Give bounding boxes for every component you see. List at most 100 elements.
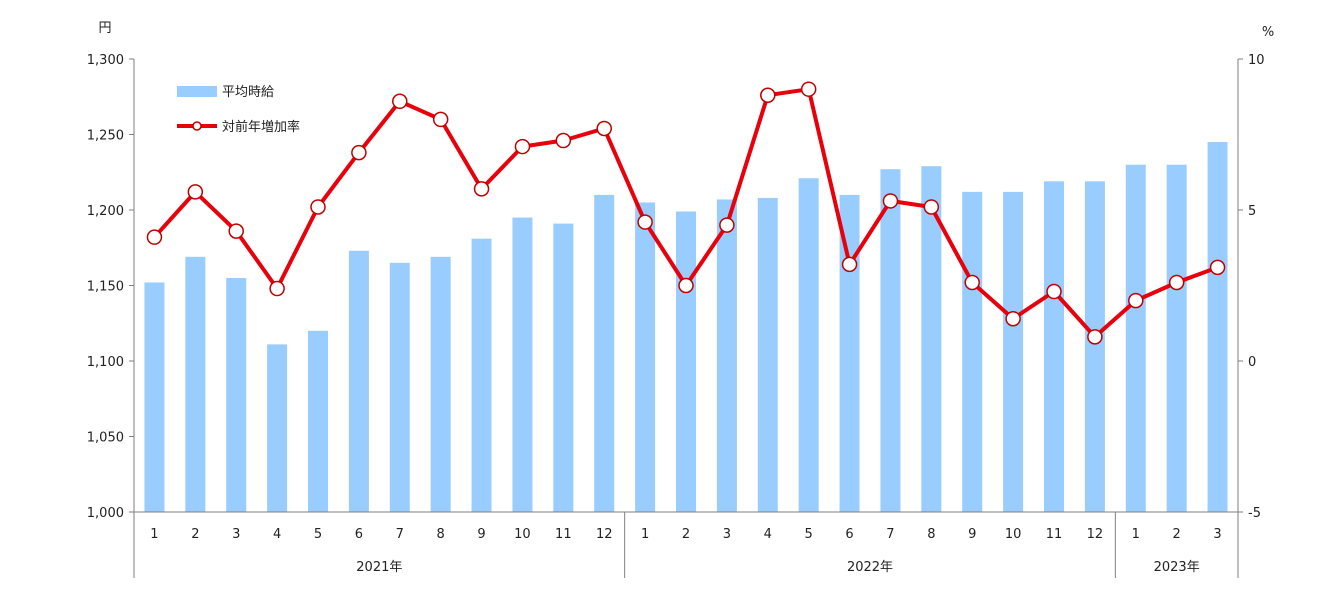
- bar: [185, 256, 206, 512]
- line-layer: [146, 81, 1226, 345]
- rate-point: [596, 120, 612, 137]
- rate-point: [1128, 292, 1144, 309]
- rate-point: [1209, 259, 1226, 276]
- rate-point: [719, 217, 735, 233]
- left-axis-tick-label: 1,100: [87, 355, 124, 370]
- x-axis-tick-label: 7: [396, 527, 404, 542]
- bars-layer: [144, 142, 1228, 513]
- x-axis-tick-label: 7: [886, 527, 894, 542]
- bar: [267, 344, 288, 512]
- bar: [798, 178, 819, 513]
- rate-point: [473, 181, 490, 197]
- right-axis-tick-label: 5: [1248, 204, 1256, 219]
- bar: [1125, 164, 1146, 512]
- bar: [348, 250, 369, 512]
- rate-point: [841, 256, 858, 273]
- bar: [716, 199, 737, 512]
- right-axis-tick-label: 0: [1248, 355, 1256, 370]
- left-axis-tick-label: 1,300: [87, 53, 124, 68]
- x-axis-tick-label: 3: [232, 527, 240, 542]
- rate-point: [310, 199, 326, 215]
- rate-point: [187, 184, 204, 200]
- rate-point: [800, 81, 817, 97]
- rate-point: [1087, 329, 1103, 345]
- x-axis-tick-label: 5: [314, 527, 322, 542]
- x-axis-tick-label: 11: [555, 527, 572, 542]
- x-axis-tick-label: 10: [514, 527, 531, 542]
- rate-point: [1168, 274, 1185, 291]
- x-axis-tick-label: 6: [845, 527, 853, 542]
- rate-point: [555, 132, 572, 149]
- rate-point: [678, 277, 694, 294]
- bar: [962, 191, 983, 512]
- rate-point: [1005, 310, 1021, 327]
- x-axis-tick-label: 8: [437, 527, 445, 542]
- x-axis-tick-label: 5: [805, 527, 813, 542]
- x-axis-tick-label: 1: [150, 527, 158, 542]
- bar: [1207, 142, 1228, 513]
- rate-point: [146, 229, 163, 245]
- rate-point: [228, 223, 244, 239]
- left-axis-tick-label: 1,200: [87, 204, 124, 219]
- rate-point: [269, 280, 285, 297]
- bar: [921, 166, 942, 512]
- rate-point: [923, 199, 940, 215]
- x-axis-tick-label: 8: [927, 527, 935, 542]
- rate-point: [1046, 283, 1062, 300]
- axes-layer: [129, 58, 1243, 578]
- bar: [430, 256, 451, 512]
- x-axis-tick-label: 10: [1005, 527, 1022, 542]
- left-axis-tick-label: 1,000: [87, 506, 124, 521]
- bar: [1044, 181, 1064, 512]
- labels-layer: 1,000 1,050 1,100 1,150 1,200 1,250 1,300 -5 0 5 1…: [87, 53, 1265, 575]
- bar: [226, 277, 247, 512]
- x-axis-tick-label: 2: [682, 527, 690, 542]
- x-axis-tick-label: 12: [1087, 527, 1104, 542]
- legend: 平均時給 対前年増加率: [177, 85, 300, 135]
- x-axis-tick-label: 1: [641, 527, 649, 542]
- x-axis-tick-label: 4: [273, 527, 281, 542]
- bar: [594, 194, 615, 512]
- legend-bar-label: 平均時給: [222, 85, 274, 100]
- left-axis-tick-label: 1,150: [87, 280, 124, 295]
- legend-line-label: 対前年増加率: [222, 119, 300, 135]
- x-axis-tick-label: 12: [596, 527, 613, 542]
- x-axis-tick-label: 1: [1132, 527, 1140, 542]
- bar: [880, 169, 901, 513]
- rate-point: [432, 111, 449, 128]
- bar: [471, 238, 492, 512]
- rate-point: [882, 193, 899, 209]
- x-axis-tick-label: 3: [723, 527, 731, 542]
- left-axis-tick-label: 1,250: [87, 129, 124, 144]
- bar: [1166, 164, 1187, 512]
- right-axis-unit: %: [1262, 25, 1274, 40]
- bar: [635, 202, 656, 512]
- bar: [757, 197, 778, 513]
- right-axis-tick-label: 10: [1248, 53, 1265, 68]
- bar: [1003, 191, 1024, 512]
- bar: [553, 223, 574, 512]
- bar: [389, 262, 410, 512]
- x-axis-tick-label: 2: [1173, 527, 1181, 542]
- rate-point: [392, 93, 408, 110]
- bar: [512, 217, 533, 513]
- rate-point: [351, 144, 367, 161]
- x-axis-tick-label: 6: [355, 527, 363, 542]
- rate-point: [760, 87, 776, 103]
- right-axis-tick-label: -5: [1248, 506, 1261, 521]
- x-axis-tick-label: 11: [1046, 527, 1063, 542]
- year-group-label: 2022年: [847, 560, 893, 575]
- rate-point: [637, 214, 653, 230]
- bar: [308, 330, 328, 512]
- bar: [676, 211, 696, 512]
- legend-bar-swatch: [177, 86, 217, 97]
- bar: [1084, 181, 1105, 512]
- year-group-label: 2021年: [356, 560, 402, 575]
- x-axis-tick-label: 9: [477, 527, 485, 542]
- rate-point: [514, 138, 531, 155]
- x-axis-tick-label: 3: [1213, 527, 1221, 542]
- x-axis-tick-label: 2: [191, 527, 199, 542]
- bar: [144, 282, 165, 512]
- year-group-label: 2023年: [1154, 560, 1200, 575]
